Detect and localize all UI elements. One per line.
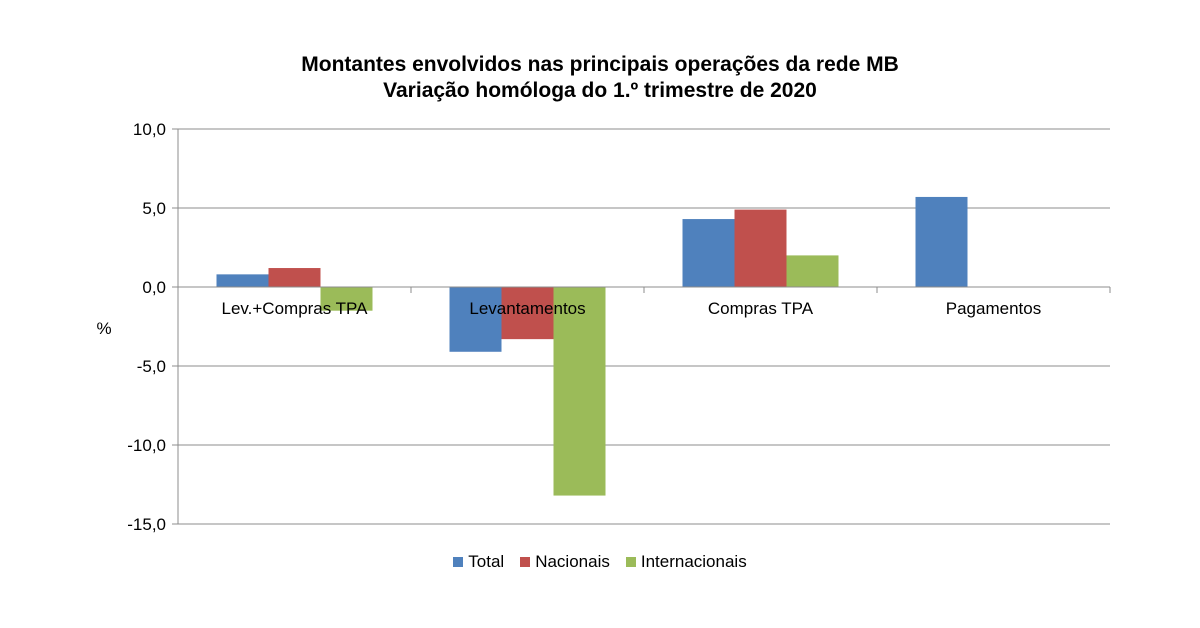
legend-item: Internacionais	[625, 552, 747, 572]
y-axis-label: %	[96, 319, 111, 338]
legend-swatch	[453, 557, 464, 567]
legend-item: Nacionais	[520, 552, 610, 572]
y-tick-label: 10,0	[133, 120, 166, 139]
y-tick-label: 0,0	[142, 278, 166, 297]
bar-internacionais	[553, 287, 606, 496]
category-label: Levantamentos	[469, 299, 585, 318]
bar-internacionais	[320, 287, 373, 311]
legend-swatch	[520, 557, 531, 567]
bar-nacionais	[501, 287, 554, 340]
legend-item: Total	[453, 552, 504, 572]
bar-total	[449, 287, 502, 352]
y-tick-label: 5,0	[142, 199, 166, 218]
bar-total	[216, 274, 269, 287]
bar-nacionais	[268, 268, 321, 287]
category-label: Pagamentos	[946, 299, 1041, 318]
legend-label: Nacionais	[535, 552, 610, 571]
bar-internacionais	[786, 255, 839, 287]
y-tick-label: -5,0	[137, 357, 166, 376]
legend-label: Total	[468, 552, 505, 571]
legend: Total Nacionais Internacionais	[0, 552, 1200, 572]
chart-subtitle: Variação homóloga do 1.º trimestre de 20…	[383, 79, 817, 102]
bar-total	[915, 196, 968, 287]
chart-title: Montantes envolvidos nas principais oper…	[301, 53, 899, 76]
legend-label: Internacionais	[640, 552, 747, 571]
bar-nacionais	[734, 209, 787, 287]
legend-swatch	[625, 557, 636, 567]
bar-total	[682, 219, 735, 287]
y-tick-label: -15,0	[127, 515, 166, 534]
category-label: Lev.+Compras TPA	[222, 299, 369, 318]
category-label: Compras TPA	[708, 299, 814, 318]
y-tick-label: -10,0	[127, 436, 166, 455]
